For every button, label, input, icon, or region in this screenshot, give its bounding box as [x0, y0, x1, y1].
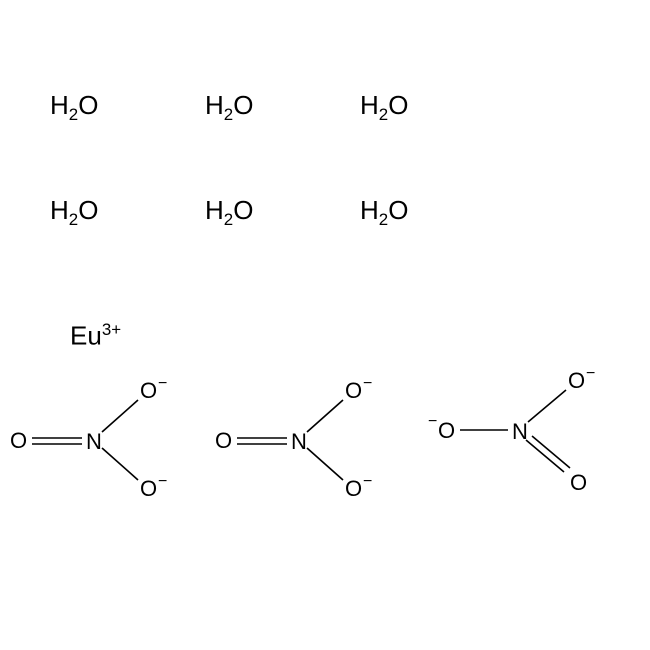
- nitrate-2: O N O − O −: [215, 360, 415, 520]
- water-sub: 2: [69, 105, 78, 124]
- svg-text:O: O: [215, 428, 232, 453]
- water-H: H: [50, 90, 69, 120]
- svg-text:−: −: [428, 413, 437, 430]
- svg-text:N: N: [291, 429, 307, 454]
- water-2: H2O: [205, 90, 253, 125]
- water-3: H2O: [360, 90, 408, 125]
- svg-text:O: O: [438, 418, 455, 443]
- nitrate-1: O N O − O −: [10, 360, 210, 520]
- eu-symbol: Eu: [70, 321, 102, 351]
- water-1: H2O: [50, 90, 98, 125]
- svg-text:−: −: [363, 473, 372, 490]
- svg-text:O: O: [345, 378, 362, 403]
- nitrate-O-dn: O: [140, 476, 157, 501]
- svg-text:O: O: [345, 476, 362, 501]
- water-5: H2O: [205, 195, 253, 230]
- eu-charge: 3+: [102, 320, 121, 339]
- nitrate-3: N O − O − O: [420, 350, 630, 520]
- water-O: O: [78, 90, 98, 120]
- nitrate-O-up: O: [140, 378, 157, 403]
- nitrate-O-dbl: O: [10, 428, 27, 453]
- nitrate-N: N: [86, 429, 102, 454]
- svg-text:N: N: [512, 419, 528, 444]
- svg-text:O: O: [570, 470, 587, 495]
- water-4: H2O: [50, 195, 98, 230]
- nitrate-charge-dn: −: [158, 473, 167, 490]
- europium-ion: Eu3+: [70, 320, 121, 352]
- svg-text:O: O: [568, 368, 585, 393]
- water-6: H2O: [360, 195, 408, 230]
- svg-text:−: −: [363, 375, 372, 392]
- svg-text:−: −: [586, 365, 595, 382]
- nitrate-charge-up: −: [158, 375, 167, 392]
